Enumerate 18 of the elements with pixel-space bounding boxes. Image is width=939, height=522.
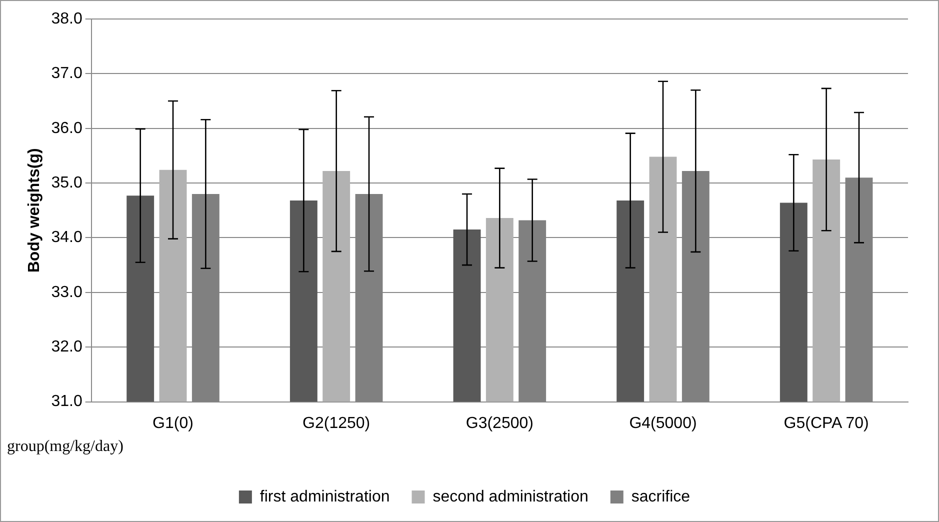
- legend-label: second administration: [432, 488, 588, 506]
- x-axis-title: group(mg/kg/day): [7, 438, 124, 456]
- y-tick-label: 35.0: [51, 174, 82, 192]
- y-tick-label: 33.0: [51, 284, 82, 301]
- y-axis-title: Body weights(g): [26, 148, 44, 273]
- y-tick-label: 34.0: [51, 229, 82, 246]
- y-tick-label: 38.0: [51, 10, 82, 28]
- x-tick-label: G2(1250): [302, 414, 370, 432]
- legend-label: first administration: [260, 488, 390, 506]
- y-tick-label: 32.0: [51, 338, 82, 356]
- legend-label: sacrifice: [631, 488, 690, 506]
- x-tick-label: G3(2500): [466, 414, 534, 432]
- y-tick-label: 31.0: [51, 393, 82, 410]
- x-tick-label: G4(5000): [629, 414, 697, 432]
- y-tick-label: 37.0: [51, 65, 82, 82]
- y-tick-label: 36.0: [51, 120, 82, 137]
- x-tick-label: G1(0): [152, 414, 194, 432]
- x-tick-label: G5(CPA 70): [784, 414, 869, 432]
